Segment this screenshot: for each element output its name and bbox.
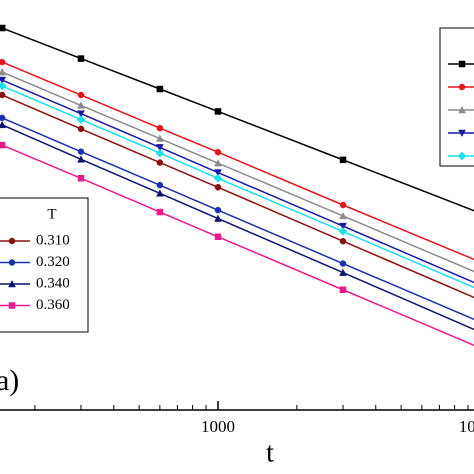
marker <box>155 144 164 152</box>
legend-right <box>439 27 474 167</box>
marker <box>214 159 222 167</box>
series-line <box>1 94 474 299</box>
marker <box>77 175 85 182</box>
marker <box>0 76 7 85</box>
marker <box>339 156 347 164</box>
marker <box>339 211 347 220</box>
marker <box>77 55 85 62</box>
marker <box>0 91 6 99</box>
legend-left: T 0.310 0.320 0.340 0.360 <box>0 197 89 333</box>
legend-marker <box>458 83 466 91</box>
legend-marker <box>8 259 16 266</box>
legend-marker <box>458 60 466 68</box>
marker <box>156 85 164 93</box>
panel-label: (a) <box>0 364 19 397</box>
marker <box>156 181 164 189</box>
series-line <box>1 27 474 212</box>
legend-label: 0.320 <box>36 254 70 270</box>
marker <box>0 24 6 32</box>
series-line <box>1 79 474 284</box>
marker <box>0 58 6 66</box>
marker <box>77 101 85 109</box>
marker <box>155 134 164 142</box>
marker <box>214 214 222 222</box>
legend-marker <box>458 105 466 114</box>
legend-label: 0.360 <box>36 297 70 313</box>
marker <box>338 227 348 236</box>
x-tick-label: 1000 <box>201 417 235 436</box>
marker <box>214 206 222 214</box>
series-line <box>1 71 474 273</box>
marker <box>339 201 347 209</box>
series-line <box>1 85 474 289</box>
x-tick-label: 10000 <box>459 417 474 436</box>
marker <box>214 148 222 156</box>
legend-title: T <box>47 206 56 222</box>
marker <box>156 159 164 166</box>
marker <box>214 108 222 115</box>
legend-label: 0.340 <box>36 275 70 291</box>
series-line <box>1 117 474 321</box>
series-line <box>1 144 474 347</box>
marker <box>213 173 223 183</box>
marker <box>77 91 85 99</box>
legend-marker <box>457 151 467 161</box>
marker <box>339 286 347 293</box>
legend-marker <box>8 302 16 309</box>
marker <box>214 169 222 177</box>
marker <box>339 268 347 276</box>
marker <box>77 148 85 155</box>
marker <box>0 68 7 76</box>
marker <box>156 208 164 216</box>
marker <box>76 115 86 124</box>
marker <box>339 222 347 231</box>
marker <box>77 155 85 163</box>
marker <box>0 81 7 91</box>
marker <box>214 184 222 191</box>
marker <box>0 141 6 149</box>
x-axis-label: t <box>266 437 274 468</box>
legend-marker <box>8 279 16 288</box>
marker <box>155 189 164 197</box>
legend-box <box>439 27 474 167</box>
legend-marker <box>8 237 16 245</box>
legend-marker <box>458 129 466 138</box>
marker <box>156 124 164 132</box>
legend-box <box>0 197 89 333</box>
legend-label: 0.310 <box>36 232 70 248</box>
marker <box>155 148 165 158</box>
marker <box>0 114 6 122</box>
marker <box>77 125 85 133</box>
marker <box>214 233 222 241</box>
series-line <box>1 124 474 331</box>
marker <box>339 260 347 267</box>
marker <box>0 120 7 129</box>
marker <box>77 110 85 118</box>
marker <box>339 237 347 245</box>
series-line <box>1 61 474 261</box>
